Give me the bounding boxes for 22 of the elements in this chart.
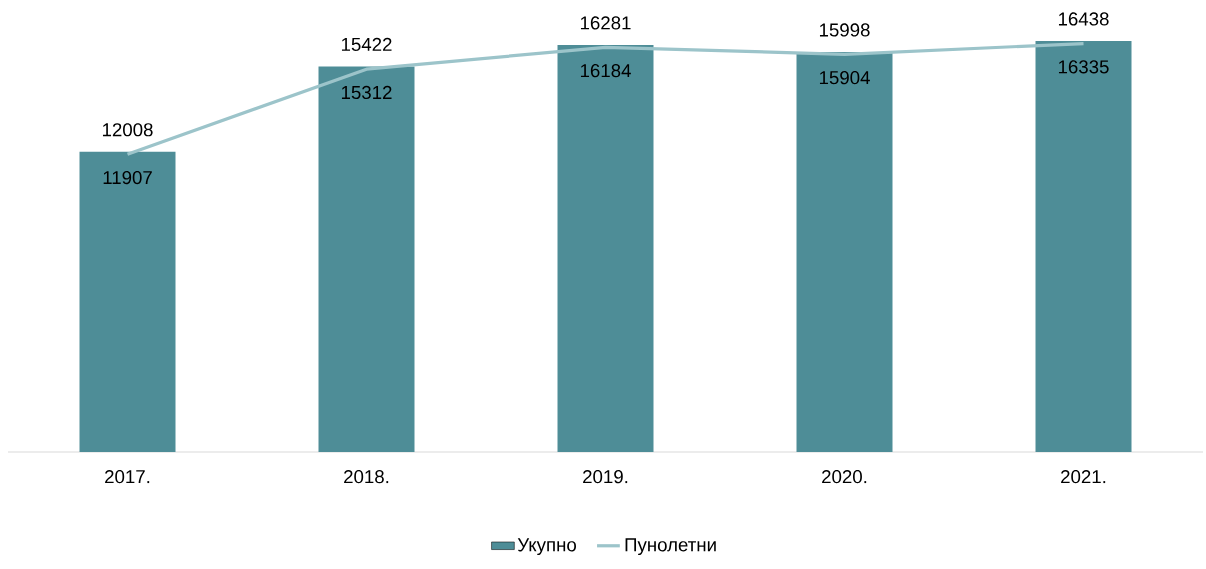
data-label: 16281 <box>580 16 631 30</box>
data-label: 16335 <box>1058 60 1109 74</box>
bar <box>796 51 893 452</box>
data-label: 15422 <box>341 37 392 52</box>
data-label: 15904 <box>819 71 870 85</box>
x-tick-label: 2017. <box>105 470 150 484</box>
bar <box>318 66 415 452</box>
data-label: 12008 <box>102 123 153 137</box>
bar <box>79 151 176 452</box>
x-tick-label: 2018. <box>344 470 389 484</box>
bar <box>557 44 654 452</box>
data-label: 15998 <box>819 23 870 37</box>
x-tick-label: 2020. <box>822 470 867 484</box>
data-label: 16438 <box>1058 12 1109 26</box>
data-label: 11907 <box>103 170 152 185</box>
legend-label: Пунолетни <box>625 538 716 556</box>
data-label: 15312 <box>341 85 392 100</box>
data-label: 16184 <box>580 64 631 78</box>
legend-label: Укупно <box>517 538 576 556</box>
x-tick-label: 2021. <box>1061 470 1106 484</box>
bar <box>1035 40 1132 452</box>
x-tick-label: 2019. <box>583 470 628 484</box>
